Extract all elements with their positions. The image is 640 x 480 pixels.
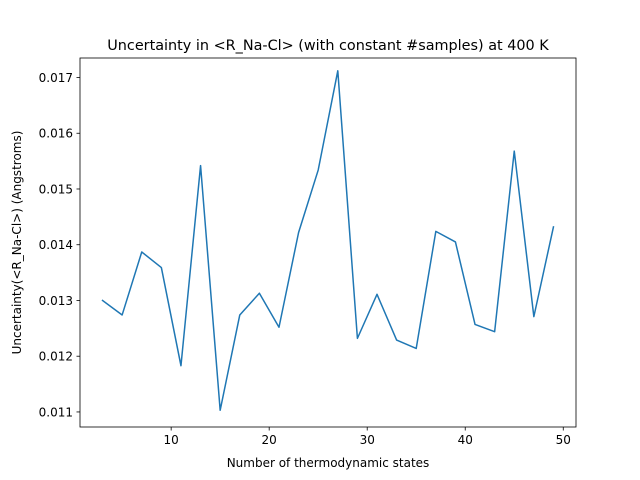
x-tick-label: 20 bbox=[262, 433, 277, 447]
x-tick-label: 40 bbox=[458, 433, 473, 447]
series-layer bbox=[101, 70, 555, 412]
x-tick-label: 30 bbox=[360, 433, 375, 447]
y-tick-label: 0.017 bbox=[39, 71, 73, 85]
y-tick-label: 0.011 bbox=[39, 405, 73, 419]
x-axis-label: Number of thermodynamic states bbox=[227, 456, 430, 470]
plot-area-frame bbox=[79, 57, 577, 428]
y-axis-label: Uncertainty(<R_Na-Cl>) (Angstroms) bbox=[10, 131, 24, 355]
x-tick-label: 50 bbox=[556, 433, 571, 447]
y-tick-label: 0.013 bbox=[39, 294, 73, 308]
y-tick-label: 0.014 bbox=[39, 238, 73, 252]
chart-title: Uncertainty in <R_Na-Cl> (with constant … bbox=[107, 38, 549, 54]
axes-layer: 10 20 30 40 50 0.011 0.012 0.013 0.014 0.015 0.016… bbox=[39, 71, 571, 447]
y-tick-label: 0.012 bbox=[39, 350, 73, 364]
y-tick-label: 0.015 bbox=[39, 182, 73, 196]
series-line bbox=[101, 70, 555, 412]
y-tick-label: 0.016 bbox=[39, 127, 73, 141]
x-tick-label: 10 bbox=[164, 433, 179, 447]
